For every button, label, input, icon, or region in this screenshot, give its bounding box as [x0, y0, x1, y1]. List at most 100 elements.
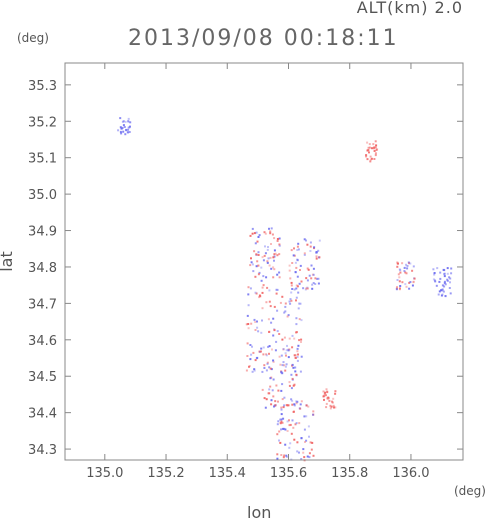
- echo-pixel: [280, 389, 283, 392]
- echo-pixel: [279, 422, 282, 425]
- echo-pixel: [287, 356, 290, 359]
- echo-pixel: [289, 423, 292, 426]
- echo-cluster-central-north-east: [288, 238, 321, 291]
- echo-pixel: [281, 364, 284, 367]
- echo-pixel: [373, 146, 376, 149]
- echo-pixel: [309, 245, 312, 248]
- echo-pixel: [276, 457, 279, 460]
- echo-pixel: [275, 340, 278, 343]
- echo-pixel: [269, 305, 272, 308]
- echo-pixel: [122, 130, 125, 133]
- y-tick-label: 35.0: [28, 188, 57, 203]
- echo-pixel: [127, 117, 130, 120]
- echo-pixel: [365, 154, 368, 156]
- echo-pixel: [264, 406, 267, 409]
- echo-pixel: [412, 265, 415, 268]
- echo-pixel: [315, 251, 318, 254]
- echo-pixel: [272, 334, 275, 337]
- echo-pixel: [283, 427, 286, 430]
- echo-pixel: [121, 120, 124, 123]
- echo-pixel: [288, 381, 291, 384]
- echo-pixel: [317, 277, 320, 280]
- echo-pixel: [332, 404, 335, 407]
- echo-pixel: [299, 264, 302, 267]
- echo-pixel: [250, 353, 253, 356]
- echo-pixel: [265, 354, 268, 357]
- echo-pixel: [257, 273, 260, 276]
- echo-pixel: [262, 275, 265, 278]
- echo-pixel: [261, 319, 263, 322]
- echo-pixel: [274, 404, 277, 407]
- echo-pixel: [282, 348, 285, 351]
- echo-pixel: [267, 257, 270, 260]
- echo-pixel: [291, 399, 294, 402]
- echo-pixel: [263, 367, 266, 369]
- echo-pixel: [318, 239, 321, 242]
- echo-pixel: [300, 338, 303, 341]
- echo-pixel: [263, 397, 266, 400]
- echo-pixel: [126, 131, 129, 134]
- echo-pixel: [308, 435, 310, 438]
- echo-pixel: [332, 397, 335, 400]
- tick-layer: 135.0 135.2 135.4 135.6 135.8 136.0 34.3 34.4 34…: [28, 63, 463, 481]
- echo-pixel: [297, 344, 300, 347]
- echo-pixel: [258, 350, 261, 353]
- echo-pixel: [307, 425, 310, 428]
- echo-pixel: [249, 264, 252, 267]
- echo-pixel: [272, 360, 275, 363]
- echo-pixel: [253, 369, 256, 372]
- echo-pixel: [375, 144, 378, 147]
- y-tick-label: 35.2: [28, 115, 57, 130]
- echo-pixel: [262, 284, 265, 287]
- echo-pixel: [263, 364, 266, 367]
- echo-pixel: [255, 292, 258, 295]
- echo-pixel: [257, 251, 260, 254]
- echo-pixel: [272, 395, 275, 398]
- echo-pixel: [439, 271, 442, 274]
- echo-pixel: [276, 238, 279, 240]
- echo-pixel: [258, 296, 260, 299]
- echo-pixel: [306, 455, 309, 458]
- echo-pixel: [264, 252, 267, 255]
- y-tick-label: 35.3: [28, 79, 57, 94]
- echo-pixel: [322, 395, 325, 398]
- echo-pixel: [298, 451, 300, 454]
- echo-pixel: [404, 283, 407, 286]
- echo-pixel: [279, 441, 282, 444]
- echo-pixel: [334, 390, 337, 393]
- echo-pixel: [273, 305, 276, 308]
- echo-pixel: [282, 406, 285, 409]
- echo-pixel: [273, 329, 276, 332]
- echo-pixel: [288, 419, 290, 422]
- echo-pixel: [373, 150, 376, 152]
- echo-pixel: [285, 454, 288, 457]
- echo-pixel: [268, 300, 271, 303]
- echo-pixel: [295, 422, 298, 425]
- echo-pixel: [257, 264, 260, 267]
- echo-pixel: [282, 427, 285, 430]
- echo-pixel: [448, 276, 451, 279]
- echo-pixel: [254, 242, 257, 245]
- echo-pixel: [397, 262, 399, 265]
- echo-pixel: [303, 456, 306, 459]
- echo-pixel: [282, 361, 285, 364]
- echo-pixel: [260, 266, 263, 269]
- echo-pixel: [372, 143, 375, 146]
- echo-pixel: [273, 237, 276, 240]
- echo-pixel: [276, 423, 279, 426]
- echo-pixel: [299, 302, 302, 305]
- echo-pixel: [409, 262, 412, 265]
- echo-pixel: [262, 353, 265, 356]
- echo-pixel: [286, 430, 289, 432]
- echo-pixel: [296, 441, 299, 444]
- echo-pixel: [269, 256, 272, 259]
- echo-pixel: [297, 353, 299, 356]
- echo-cluster-east-pair-2: [432, 267, 453, 298]
- echo-pixel: [296, 400, 299, 403]
- echo-pixel: [278, 276, 281, 279]
- echo-pixel: [433, 273, 436, 276]
- echo-pixel: [306, 287, 309, 290]
- echo-pixel: [293, 403, 296, 406]
- echo-pixel: [260, 347, 263, 350]
- echo-pixel: [287, 314, 290, 317]
